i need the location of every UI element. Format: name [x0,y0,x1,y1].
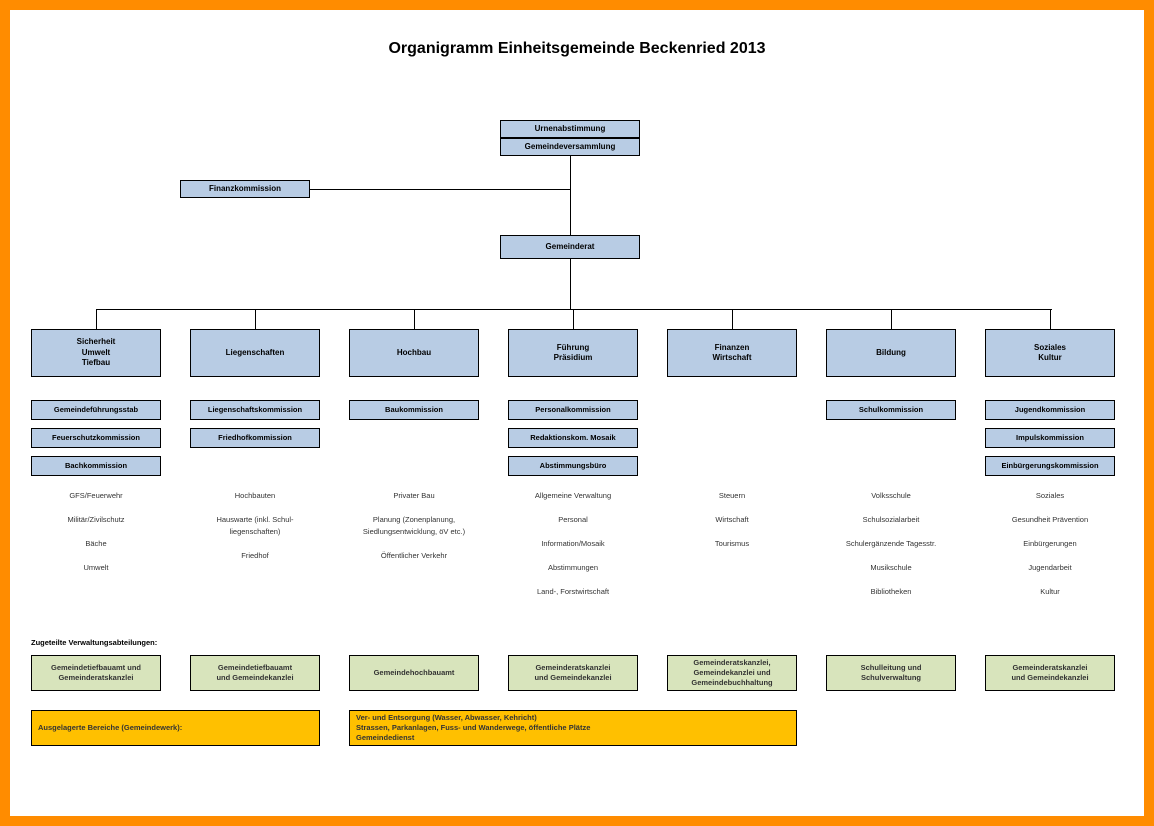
comm-r0c0: Gemeindeführungsstab [31,400,161,420]
node-gemeinderat: Gemeinderat [500,235,640,259]
connector [310,189,570,190]
comm-r0c6: Jugendkommission [985,400,1115,420]
assigned-4: Gemeinderatskanzlei, Gemeindekanzlei und… [667,655,797,691]
node-urnenabstimmung: Urnenabstimmung [500,120,640,138]
org-chart: Organigramm Einheitsgemeinde Beckenried … [10,10,1144,816]
connector [570,259,571,309]
chart-title: Organigramm Einheitsgemeinde Beckenried … [50,40,1104,58]
comm-r0c1: Liegenschaftskommission [190,400,320,420]
comm-r1c6: Impulskommission [985,428,1115,448]
assigned-2: Gemeindehochbauamt [349,655,479,691]
dept-2: Hochbau [349,329,479,377]
comm-r1c3: Redaktionskom. Mosaik [508,428,638,448]
comm-r1c0: Feuerschutzkommission [31,428,161,448]
dept-1: Liegenschaften [190,329,320,377]
assigned-3: Gemeinderatskanzlei und Gemeindekanzlei [508,655,638,691]
connector [96,309,97,329]
comm-r2c0: Bachkommission [31,456,161,476]
dept-3: Führung Präsidium [508,329,638,377]
connector [1050,309,1051,329]
tasks-0: GFS/Feuerwehr Militär/Zivilschutz Bäche … [31,490,161,574]
frame: Organigramm Einheitsgemeinde Beckenried … [0,0,1154,826]
outsourced-text: Ver- und Entsorgung (Wasser, Abwasser, K… [349,710,797,746]
dept-6: Soziales Kultur [985,329,1115,377]
comm-r2c6: Einbürgerungskommission [985,456,1115,476]
comm-r0c5: Schulkommission [826,400,956,420]
comm-r2c3: Abstimmungsbüro [508,456,638,476]
connector [255,309,256,329]
connector [570,156,571,235]
comm-r0c2: Baukommission [349,400,479,420]
tasks-4: Steuern Wirtschaft Tourismus [667,490,797,550]
assigned-1: Gemeindetiefbauamt und Gemeindekanzlei [190,655,320,691]
dept-4: Finanzen Wirtschaft [667,329,797,377]
assigned-label: Zugeteilte Verwaltungsabteilungen: [31,638,157,647]
connector [96,309,1052,310]
assigned-6: Gemeinderatskanzlei und Gemeindekanzlei [985,655,1115,691]
tasks-1: Hochbauten Hauswarte (inkl. Schul- liege… [190,490,320,562]
dept-5: Bildung [826,329,956,377]
tasks-2: Privater Bau Planung (Zonenplanung, Sied… [349,490,479,562]
comm-r1c1: Friedhofkommission [190,428,320,448]
tasks-6: Soziales Gesundheit Prävention Einbürger… [985,490,1115,598]
connector [414,309,415,329]
assigned-0: Gemeindetiefbauamt und Gemeinderatskanzl… [31,655,161,691]
connector [891,309,892,329]
comm-r0c3: Personalkommission [508,400,638,420]
outsourced-label: Ausgelagerte Bereiche (Gemeindewerk): [31,710,320,746]
node-finanzkommission: Finanzkommission [180,180,310,198]
connector [732,309,733,329]
node-gemeindeversammlung: Gemeindeversammlung [500,138,640,156]
connector [573,309,574,329]
tasks-5: Volksschule Schulsozialarbeit Schulergän… [826,490,956,598]
assigned-5: Schulleitung und Schulverwaltung [826,655,956,691]
tasks-3: Allgemeine Verwaltung Personal Informati… [508,490,638,598]
dept-0: Sicherheit Umwelt Tiefbau [31,329,161,377]
